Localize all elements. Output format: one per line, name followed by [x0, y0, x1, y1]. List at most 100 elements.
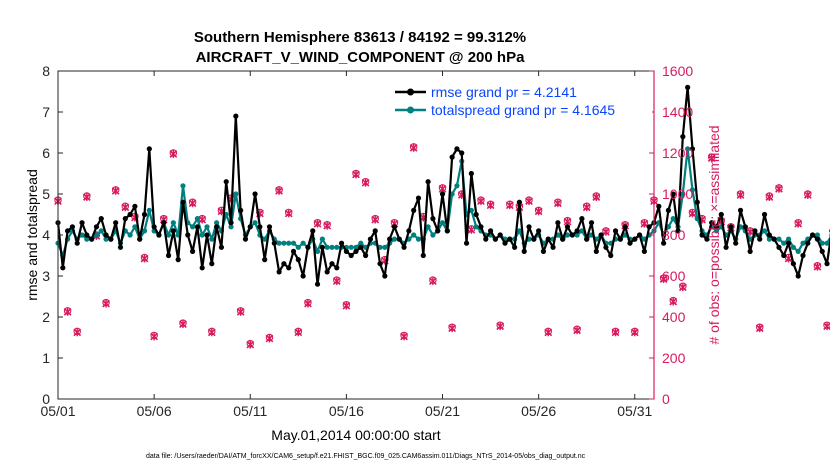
rmse-point	[487, 228, 494, 234]
x-tick-label: 05/01	[40, 403, 75, 419]
rmse-point	[401, 244, 407, 250]
rmse-point	[127, 211, 133, 218]
rmse-point	[776, 244, 782, 250]
rmse-point	[372, 228, 378, 234]
obs-assimilated-marker	[342, 301, 351, 310]
rmse-point	[228, 220, 234, 226]
rmse-point	[358, 244, 364, 250]
obs-assimilated-marker	[688, 209, 697, 218]
rmse-point	[415, 195, 422, 201]
rmse-point	[252, 191, 258, 197]
totalspread-point	[564, 232, 571, 238]
rmse-point	[752, 228, 758, 234]
y-tick-label-right: 1600	[662, 63, 693, 79]
rmse-point	[502, 240, 508, 246]
rmse-point	[74, 240, 80, 246]
y-tick-label-left: 8	[42, 63, 50, 79]
rmse-point	[214, 224, 220, 230]
rmse-point	[170, 228, 176, 234]
obs-assimilated-marker	[602, 228, 610, 236]
rmse-point	[300, 273, 306, 279]
totalspread-point	[819, 240, 825, 246]
rmse-point	[411, 207, 417, 213]
rmse-point	[257, 224, 263, 230]
rmse-point	[497, 232, 503, 238]
obs-assimilated-marker	[409, 143, 418, 152]
totalspread-point	[324, 244, 330, 250]
rmse-point	[454, 146, 460, 152]
y-tick-label-right: 800	[662, 227, 686, 243]
y-tick-label-left: 0	[42, 391, 50, 407]
rmse-point	[65, 228, 71, 234]
totalspread-point	[214, 220, 220, 226]
rmse-point	[627, 240, 633, 246]
rmse-point	[512, 244, 518, 250]
rmse-point	[680, 134, 686, 140]
rmse-point	[175, 257, 181, 263]
totalspread-point	[348, 244, 354, 250]
totalspread-point	[358, 240, 364, 246]
rmse-point	[353, 248, 359, 254]
rmse-point	[165, 252, 172, 259]
obs-assimilated-marker	[304, 299, 312, 308]
rmse-point	[93, 224, 100, 230]
rmse-point	[622, 224, 628, 230]
obs-assimilated-marker	[592, 193, 601, 201]
obs-assimilated-marker	[573, 326, 581, 335]
rmse-point	[766, 232, 772, 238]
rmse-point	[723, 244, 729, 250]
obs-assimilated-marker	[448, 324, 456, 333]
obs-assimilated-marker	[246, 340, 255, 349]
rmse-point	[790, 261, 796, 267]
totalspread-point	[314, 248, 321, 254]
totalspread-point	[141, 228, 148, 234]
totalspread-point	[468, 207, 474, 213]
rmse-point	[593, 248, 599, 254]
rmse-point	[290, 248, 297, 254]
obs-assimilated-marker	[179, 320, 187, 329]
rmse-point	[641, 248, 647, 254]
y-axis-label-left: rmse and totalspread	[24, 169, 40, 301]
rmse-point	[569, 232, 575, 238]
rmse-point	[310, 228, 316, 234]
x-tick-label: 05/31	[617, 403, 652, 419]
rmse-point	[689, 146, 696, 152]
rmse-point	[141, 211, 148, 218]
obs-assimilated-marker	[794, 219, 803, 228]
obs-assimilated-marker	[765, 193, 774, 201]
rmse-point	[295, 257, 301, 263]
rmse-point	[430, 216, 436, 222]
rmse-point	[564, 224, 571, 230]
obs-assimilated-marker	[707, 154, 716, 163]
obs-assimilated-marker	[73, 328, 82, 337]
x-tick-label: 05/06	[137, 403, 172, 419]
rmse-point	[425, 179, 431, 185]
rmse-point	[459, 150, 465, 156]
totalspread-point	[233, 191, 239, 197]
rmse-point	[117, 244, 124, 250]
rmse-point	[646, 224, 652, 230]
rmse-point	[60, 265, 66, 271]
rmse-point	[262, 257, 268, 263]
obs-assimilated-marker	[371, 215, 380, 224]
y-tick-label-right: 1000	[662, 186, 693, 202]
obs-assimilated-marker	[534, 207, 543, 216]
totalspread-point	[795, 248, 801, 254]
totalspread-point	[430, 232, 436, 238]
rmse-point	[98, 216, 104, 222]
rmse-point	[435, 228, 441, 234]
legend-rmse-label: rmse grand pr = 4.2141	[431, 84, 577, 100]
x-tick-label: 05/26	[521, 403, 556, 419]
rmse-point	[161, 220, 167, 226]
legend: rmse grand pr = 4.2141 totalspread grand…	[390, 82, 652, 120]
rmse-point	[516, 199, 523, 205]
obs-assimilated-marker	[582, 203, 591, 212]
rmse-series	[55, 84, 830, 287]
totalspread-point	[79, 232, 85, 238]
obs-assimilated-marker	[678, 283, 687, 292]
rmse-point	[387, 236, 393, 242]
totalspread-point	[680, 191, 686, 197]
totalspread-point	[276, 240, 282, 246]
rmse-point	[661, 240, 667, 246]
rmse-point	[156, 232, 162, 238]
